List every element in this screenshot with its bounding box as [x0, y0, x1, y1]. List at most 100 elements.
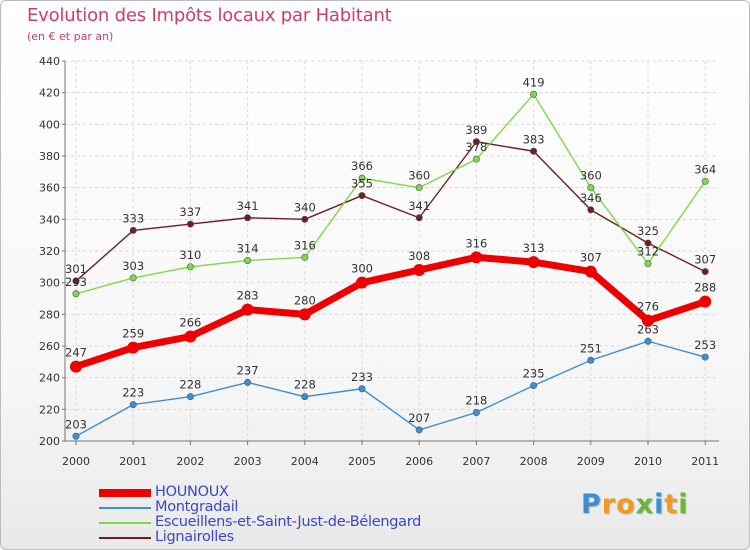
data-label: 207 — [408, 411, 430, 425]
data-label: 314 — [237, 242, 259, 256]
chart-title: Evolution des Impôts locaux par Habitant — [27, 5, 392, 26]
data-point — [530, 147, 538, 155]
y-tick-label: 240 — [39, 372, 60, 385]
data-label: 308 — [408, 249, 430, 263]
data-label: 307 — [580, 251, 602, 265]
axes: 200 220 240 260 280 300 320 340 360 380 400 420 440 2… — [39, 55, 719, 468]
legend-swatch — [99, 489, 151, 497]
x-tick-label: 2007 — [462, 455, 490, 468]
data-point — [129, 226, 137, 234]
data-point — [584, 265, 597, 278]
data-point — [186, 220, 194, 228]
x-tick-label: 2008 — [520, 455, 548, 468]
brand-letter: o — [616, 489, 636, 520]
data-point — [472, 408, 480, 416]
brand-letter: i — [678, 489, 689, 520]
data-label: 280 — [294, 293, 316, 307]
data-point — [701, 353, 709, 361]
data-point — [358, 174, 366, 182]
data-point — [415, 184, 423, 192]
data-label: 346 — [580, 191, 602, 205]
data-labels: 247 259 266 283 280 300 308 316 313 307 276 288 203 2… — [65, 75, 716, 431]
y-tick-label: 280 — [39, 308, 60, 321]
legend-swatch — [99, 507, 151, 509]
series-lines — [70, 90, 712, 440]
data-label: 337 — [179, 205, 201, 219]
data-label: 325 — [637, 224, 659, 238]
data-point — [527, 256, 540, 269]
y-tick-label: 260 — [39, 340, 60, 353]
data-label: 383 — [523, 132, 545, 146]
data-point — [72, 277, 80, 285]
y-tick-label: 400 — [39, 118, 60, 131]
data-label: 419 — [523, 75, 545, 89]
data-label: 310 — [179, 248, 201, 262]
series-line-2 — [75, 93, 706, 295]
x-tick-label: 2001 — [119, 455, 147, 468]
data-point — [184, 330, 197, 343]
data-label: 301 — [65, 262, 87, 276]
data-point — [415, 426, 423, 434]
data-label: 223 — [122, 386, 144, 400]
data-point — [301, 215, 309, 223]
data-point — [127, 341, 140, 354]
data-label: 263 — [637, 322, 659, 336]
data-point — [644, 239, 652, 247]
legend-label: Escueillens-et-Saint-Just-de-Bélengard — [155, 514, 422, 530]
y-tick-label: 440 — [39, 55, 60, 68]
data-point — [129, 401, 137, 409]
data-label: 378 — [465, 140, 487, 154]
data-point — [587, 184, 595, 192]
data-point — [701, 268, 709, 276]
data-label: 366 — [351, 159, 373, 173]
data-point — [413, 264, 426, 276]
data-point — [241, 303, 254, 316]
data-point — [587, 356, 595, 364]
x-tick-label: 2009 — [577, 455, 605, 468]
data-label: 253 — [694, 338, 716, 352]
legend-label: Lignairolles — [155, 529, 234, 545]
chart-subtitle: (en € et par an) — [27, 30, 114, 43]
data-label: 228 — [294, 378, 316, 392]
brand-letter: x — [635, 489, 655, 520]
data-label: 360 — [408, 169, 430, 183]
data-point — [644, 337, 652, 345]
data-point — [186, 393, 194, 401]
data-point — [699, 295, 712, 308]
data-point — [301, 253, 309, 261]
data-point — [356, 276, 368, 289]
data-point — [72, 432, 80, 440]
data-point — [587, 206, 595, 214]
y-tick-label: 420 — [39, 87, 60, 100]
grid-lines — [65, 60, 719, 442]
x-tick-label: 2006 — [405, 455, 433, 468]
data-label: 316 — [294, 238, 316, 252]
x-tick-label: 2005 — [348, 455, 376, 468]
data-label: 312 — [637, 245, 659, 259]
y-tick-label: 300 — [39, 277, 60, 290]
data-point — [186, 263, 194, 271]
data-label: 203 — [65, 417, 87, 431]
y-tick-label: 200 — [39, 435, 60, 448]
data-point — [298, 308, 311, 321]
series-line-3 — [75, 141, 706, 282]
data-label: 237 — [237, 363, 259, 377]
data-point — [70, 360, 82, 373]
brand-letter: r — [601, 489, 617, 520]
data-label: 276 — [637, 300, 659, 314]
data-label: 333 — [122, 211, 144, 225]
data-point — [470, 251, 483, 264]
data-label: 235 — [523, 367, 545, 381]
data-point — [472, 138, 480, 146]
data-label: 307 — [694, 253, 716, 267]
data-label: 340 — [294, 200, 316, 214]
data-label: 316 — [465, 236, 487, 250]
brand-letter: i — [654, 489, 665, 520]
data-point — [244, 214, 252, 222]
data-label: 341 — [237, 199, 259, 213]
data-label: 389 — [465, 123, 487, 137]
data-point — [244, 256, 252, 264]
series-line-0 — [74, 253, 707, 370]
data-label: 233 — [351, 370, 373, 384]
